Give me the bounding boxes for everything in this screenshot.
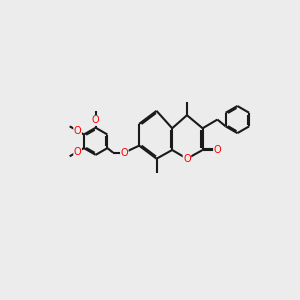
Text: O: O (92, 116, 100, 125)
Text: O: O (74, 147, 81, 157)
Text: O: O (121, 148, 128, 158)
Text: O: O (183, 154, 191, 164)
Text: O: O (214, 145, 221, 155)
Text: O: O (74, 126, 81, 136)
